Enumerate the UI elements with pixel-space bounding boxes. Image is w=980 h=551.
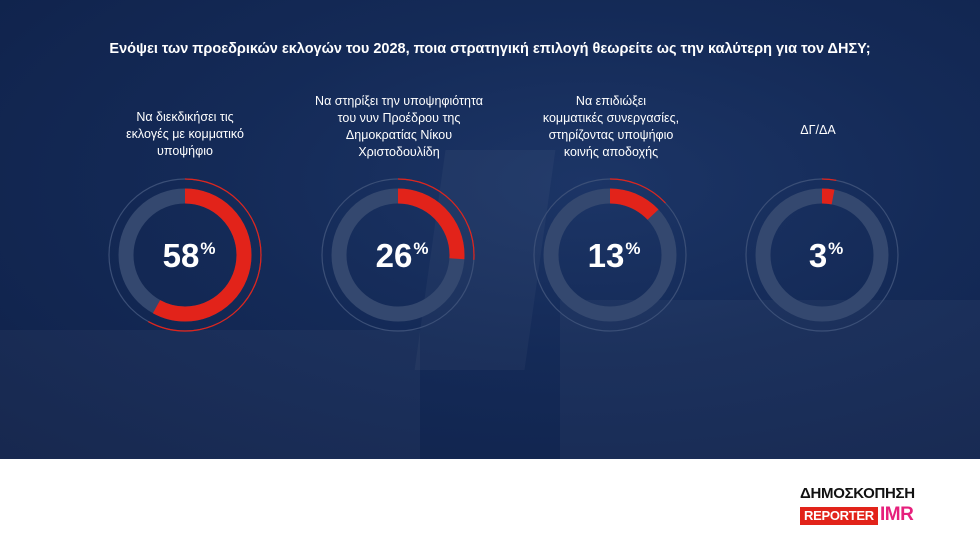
- category-label: Να στηρίξει την υποψηφιότητα του νυν Προ…: [284, 93, 514, 161]
- value-label: 58: [163, 237, 200, 274]
- donut-charts: 58% 26% 13% 3%: [108, 178, 899, 332]
- value-unit: %: [828, 239, 843, 258]
- value-unit: %: [625, 239, 640, 258]
- value-label: 13: [588, 237, 625, 274]
- donut-value-arc: [331, 188, 465, 322]
- ring-outline-value: [321, 178, 475, 332]
- logo-reporter: REPORTER: [800, 507, 878, 525]
- label-line: εκλογές με κομματικό: [126, 127, 244, 141]
- label-line: Να διεκδικήσει τις: [136, 110, 234, 124]
- label-line: υποψήφιο: [157, 144, 213, 158]
- category-label: Να επιδιώξει κομματικές συνεργασίες, στη…: [496, 93, 726, 161]
- chart-panel: Ενόψει των προεδρικών εκλογών του 2028, …: [0, 0, 980, 459]
- category-label: ΔΓ/ΔΑ: [703, 122, 933, 139]
- ring-outline-value: [108, 178, 262, 332]
- label-line: κοινής αποδοχής: [563, 145, 659, 159]
- label-line: Να επιδιώξει: [575, 94, 647, 108]
- logo-imr-text: IMR: [880, 504, 914, 525]
- label-line: Δημοκρατίας Νίκου: [345, 128, 453, 142]
- donut-value-arc: [543, 188, 677, 322]
- ring-outline-value: [533, 178, 687, 332]
- label-line: του νυν Προέδρου της: [337, 111, 461, 125]
- footer: [0, 459, 980, 551]
- value-label: 26: [376, 237, 413, 274]
- category-label: Να διεκδικήσει τις εκλογές με κομματικό …: [70, 109, 300, 160]
- label-line: Να στηρίξει την υποψηφιότητα: [315, 94, 483, 108]
- value-unit: %: [413, 239, 428, 258]
- donut-value-arc: [118, 188, 252, 322]
- label-line: Χριστοδουλίδη: [358, 145, 440, 159]
- logo-imr: IMR: [880, 504, 914, 525]
- donut-value-arc: [755, 188, 889, 322]
- value-unit: %: [200, 239, 215, 258]
- label-line: ΔΓ/ΔΑ: [800, 123, 836, 137]
- logo-title: ΔΗΜΟΣΚΟΠΗΣΗ: [800, 485, 915, 502]
- label-line: στηρίζοντας υποψήφιο: [548, 128, 674, 142]
- chart-title: Ενόψει των προεδρικών εκλογών του 2028, …: [109, 41, 871, 57]
- label-line: κομματικές συνεργασίες,: [542, 111, 680, 125]
- value-label: 3: [809, 237, 827, 274]
- ring-outline-value: [745, 178, 899, 332]
